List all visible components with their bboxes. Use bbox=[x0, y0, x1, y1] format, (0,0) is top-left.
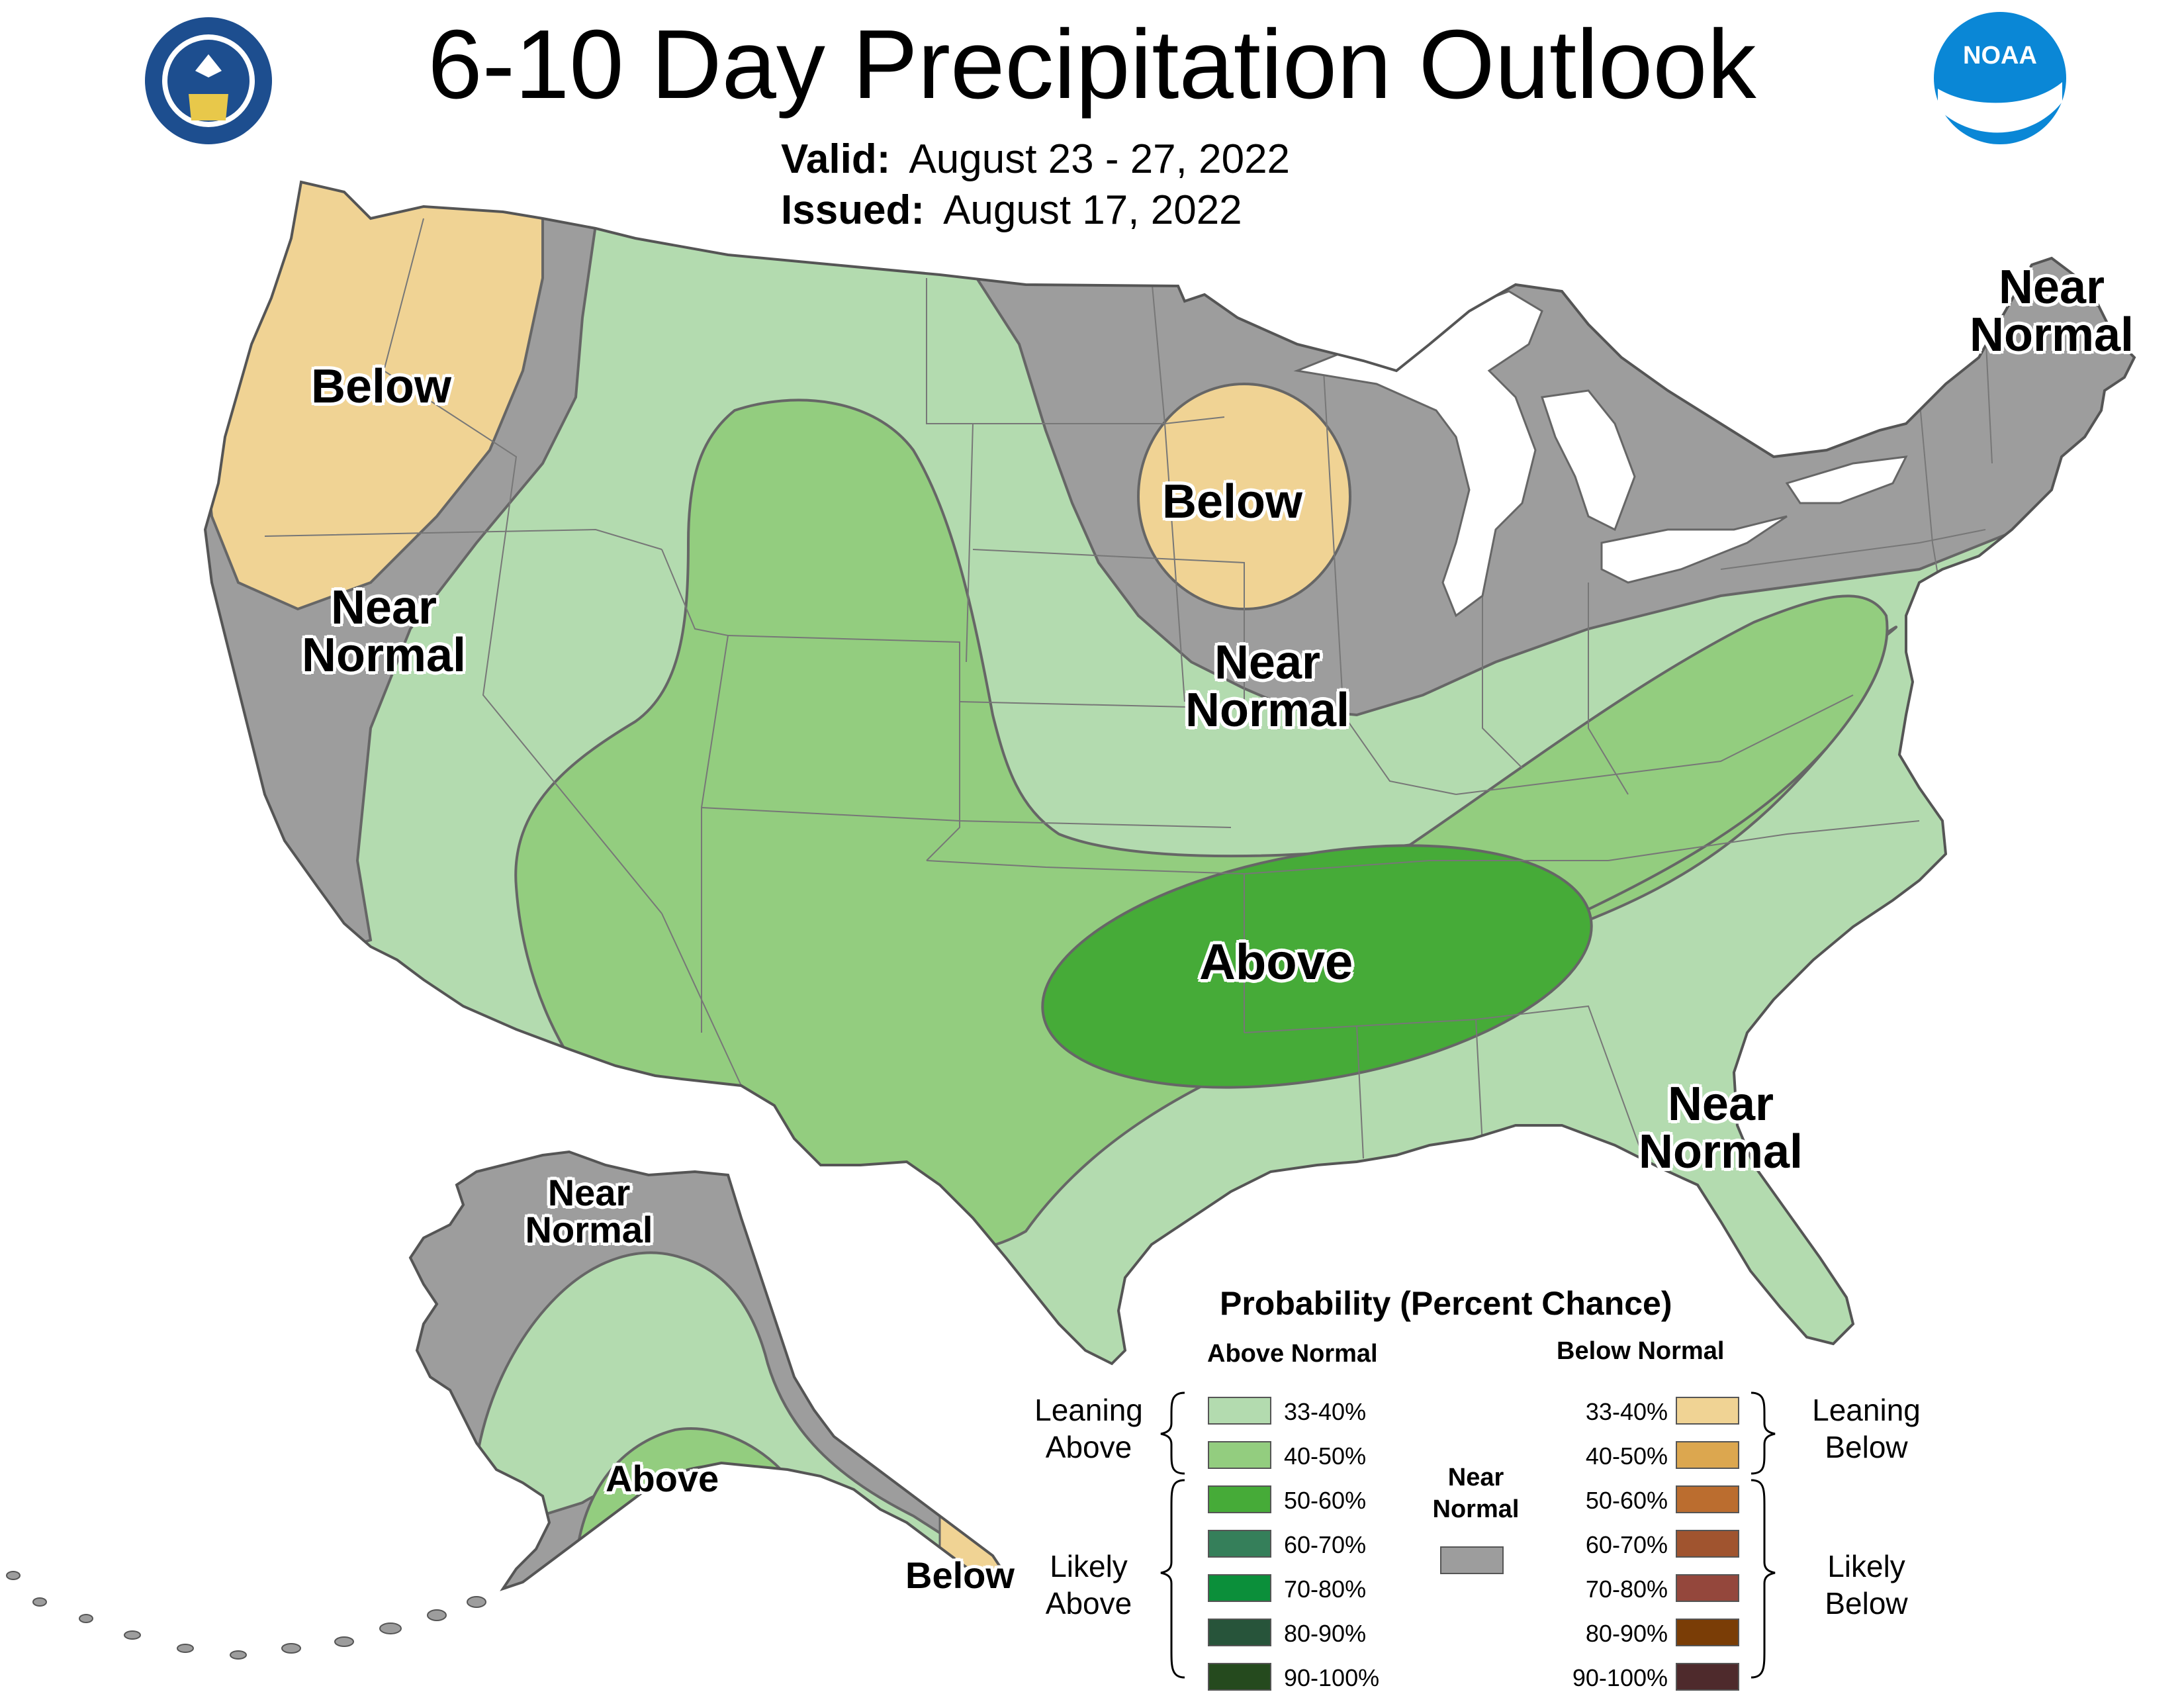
legend-above-swatch bbox=[1208, 1441, 1271, 1469]
label-ak-near-line1: Near bbox=[547, 1172, 631, 1213]
legend-below-braces bbox=[1751, 1391, 1776, 1679]
legend-near-normal-swatch bbox=[1440, 1546, 1504, 1574]
legend-above-swatch bbox=[1208, 1397, 1271, 1425]
label-midwest-near-normal: Near Normal bbox=[1175, 639, 1360, 734]
legend-below-label: 40-50% bbox=[1585, 1442, 1668, 1470]
legend-above-swatch bbox=[1208, 1619, 1271, 1646]
legend-above-label: 70-80% bbox=[1284, 1575, 1367, 1603]
legend-below-header: Below Normal bbox=[1557, 1337, 1725, 1365]
below-33-40-pacnw-zone bbox=[205, 182, 544, 611]
legend-above-label: 60-70% bbox=[1284, 1531, 1367, 1558]
legend-leaning-below-line2: Below bbox=[1825, 1430, 1908, 1464]
label-west-near-line1: Near bbox=[330, 581, 437, 634]
issued-line: Issued: August 17, 2022 bbox=[781, 187, 1242, 234]
legend-above-label: 33-40% bbox=[1284, 1398, 1367, 1425]
label-midwest-near-line1: Near bbox=[1214, 636, 1321, 689]
legend-below-label: 90-100% bbox=[1572, 1664, 1668, 1691]
valid-label: Valid: bbox=[781, 136, 891, 182]
issued-value: August 17, 2022 bbox=[943, 187, 1242, 233]
legend-below-swatch bbox=[1676, 1619, 1739, 1646]
legend-leaning-above-line2: Above bbox=[1045, 1430, 1132, 1464]
valid-value: August 23 - 27, 2022 bbox=[909, 136, 1291, 182]
legend-likely-above-line1: Likely bbox=[1050, 1549, 1128, 1583]
legend-leaning-below-line1: Leaning bbox=[1812, 1393, 1921, 1427]
above-50-60-zone bbox=[1041, 844, 1593, 1089]
legend-near-line1: Near bbox=[1447, 1464, 1504, 1491]
legend-near-normal: Near Normal bbox=[1403, 1462, 1549, 1525]
legend-below-label: 80-90% bbox=[1585, 1620, 1668, 1647]
legend-above-swatch bbox=[1208, 1574, 1271, 1602]
great-lakes bbox=[1293, 290, 1908, 618]
noaa-logo-icon: NOAA bbox=[1934, 12, 2066, 144]
legend-leaning-above: Leaning Above bbox=[1009, 1391, 1168, 1466]
legend-above-label: 40-50% bbox=[1284, 1442, 1367, 1470]
label-west-near-line2: Normal bbox=[301, 629, 467, 682]
legend-below-label: 70-80% bbox=[1585, 1575, 1668, 1603]
page-title: 6-10 Day Precipitation Outlook bbox=[428, 10, 1756, 119]
legend-below-label: 50-60% bbox=[1585, 1487, 1668, 1514]
label-ne-near-line1: Near bbox=[1998, 261, 2105, 314]
legend-near-line2: Normal bbox=[1432, 1495, 1520, 1523]
label-ne-near-line2: Normal bbox=[1969, 308, 2134, 361]
label-ak-near-normal: Near Normal bbox=[510, 1174, 668, 1248]
legend-above-swatch bbox=[1208, 1485, 1271, 1513]
legend-above-swatch bbox=[1208, 1530, 1271, 1558]
valid-line: Valid: August 23 - 27, 2022 bbox=[781, 136, 1290, 183]
legend-above-header: Above Normal bbox=[1207, 1340, 1378, 1368]
label-midwest-near-line2: Normal bbox=[1185, 684, 1350, 737]
legend-below-swatch bbox=[1676, 1441, 1739, 1469]
legend-below-label: 33-40% bbox=[1585, 1398, 1668, 1425]
commerce-seal-icon bbox=[145, 17, 272, 144]
legend-below-swatch bbox=[1676, 1397, 1739, 1425]
noaa-logo-text: NOAA bbox=[1963, 42, 2037, 70]
legend-above-label: 90-100% bbox=[1284, 1664, 1380, 1691]
legend-below-label: 60-70% bbox=[1585, 1531, 1668, 1558]
label-ak-above: Above bbox=[606, 1458, 719, 1499]
label-ak-near-line2: Normal bbox=[525, 1209, 653, 1250]
legend-above-swatch bbox=[1208, 1663, 1271, 1691]
label-ne-near-normal: Near Normal bbox=[1959, 263, 2144, 359]
legend-likely-below-line1: Likely bbox=[1827, 1549, 1905, 1583]
label-ak-below: Below bbox=[905, 1554, 1015, 1596]
legend-below-swatch bbox=[1676, 1663, 1739, 1691]
legend-title: Probability (Percent Chance) bbox=[1220, 1285, 1672, 1322]
issued-label: Issued: bbox=[781, 187, 925, 233]
label-pacnw-below: Below bbox=[311, 360, 452, 413]
legend-below-swatch bbox=[1676, 1530, 1739, 1558]
legend-leaning-below: Leaning Below bbox=[1787, 1391, 1946, 1466]
legend-likely-above: Likely Above bbox=[1009, 1548, 1168, 1622]
label-south-above: Above bbox=[1199, 934, 1353, 990]
label-se-near-line2: Normal bbox=[1638, 1125, 1803, 1178]
legend-likely-below: Likely Below bbox=[1787, 1548, 1946, 1622]
legend-above-label: 50-60% bbox=[1284, 1487, 1367, 1514]
label-midwest-below: Below bbox=[1162, 475, 1303, 528]
label-se-near-line1: Near bbox=[1667, 1078, 1774, 1131]
aleutian-islands bbox=[6, 1571, 486, 1660]
label-west-near-normal: Near Normal bbox=[291, 584, 477, 679]
legend-above-braces bbox=[1160, 1391, 1185, 1679]
label-se-near-normal: Near Normal bbox=[1628, 1080, 1813, 1176]
legend-likely-below-line2: Below bbox=[1825, 1586, 1908, 1621]
legend-leaning-above-line1: Leaning bbox=[1034, 1393, 1143, 1427]
legend-likely-above-line2: Above bbox=[1045, 1586, 1132, 1621]
legend-below-swatch bbox=[1676, 1574, 1739, 1602]
legend-above-label: 80-90% bbox=[1284, 1620, 1367, 1647]
legend-below-swatch bbox=[1676, 1485, 1739, 1513]
